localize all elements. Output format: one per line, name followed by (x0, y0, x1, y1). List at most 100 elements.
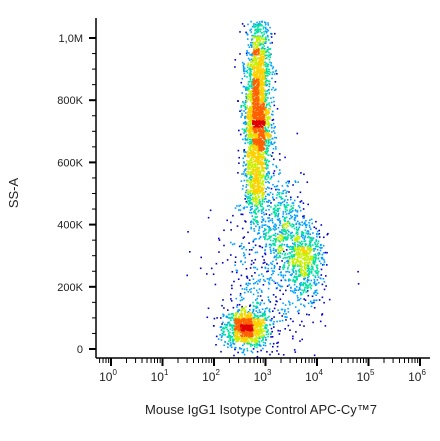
event-point (256, 53, 258, 56)
event-point (287, 222, 290, 224)
event-point (323, 236, 325, 239)
event-point (282, 293, 284, 295)
event-point (309, 283, 311, 286)
event-point (273, 158, 275, 161)
event-point (245, 275, 248, 278)
event-point (259, 110, 261, 112)
event-point (262, 95, 265, 97)
event-point (253, 106, 255, 109)
event-point (242, 344, 244, 347)
event-point (286, 256, 289, 259)
event-point (250, 313, 253, 315)
event-point (246, 88, 249, 91)
event-point (256, 355, 259, 358)
event-point (247, 81, 250, 83)
event-point (284, 274, 287, 277)
event-point (262, 62, 264, 64)
event-point (276, 73, 278, 75)
event-point (244, 173, 247, 175)
event-point (302, 202, 305, 204)
event-point (254, 177, 256, 179)
event-point (260, 116, 262, 119)
event-point (303, 278, 306, 281)
event-point (247, 64, 249, 66)
event-point (247, 322, 249, 324)
event-point (266, 28, 269, 31)
event-point (244, 108, 247, 111)
event-point (274, 209, 276, 211)
event-point (251, 128, 254, 131)
event-point (254, 244, 257, 247)
event-point (259, 127, 261, 129)
event-point (246, 66, 249, 69)
event-point (258, 229, 260, 232)
event-point (266, 57, 268, 59)
event-point (261, 58, 263, 60)
event-point (274, 244, 276, 247)
event-point (253, 111, 256, 113)
event-point (315, 291, 317, 294)
event-point (301, 234, 303, 236)
event-point (248, 331, 250, 333)
event-point (315, 284, 317, 287)
event-point (296, 229, 299, 231)
event-point (241, 340, 244, 343)
event-point (261, 140, 264, 142)
event-point (254, 170, 257, 173)
event-point (269, 229, 272, 232)
event-point (261, 145, 263, 148)
event-point (283, 237, 285, 239)
event-point (266, 50, 269, 53)
event-point (311, 237, 313, 239)
event-point (308, 273, 311, 275)
event-point (254, 89, 256, 91)
event-point (252, 95, 254, 98)
event-point (261, 118, 264, 120)
event-point (250, 221, 252, 223)
event-point (256, 130, 258, 132)
event-point (281, 285, 283, 288)
event-point (273, 280, 275, 283)
event-point (260, 60, 263, 62)
event-point (245, 31, 247, 34)
event-point (267, 24, 269, 26)
event-point (295, 271, 298, 273)
event-point (254, 140, 256, 142)
event-point (252, 325, 255, 328)
event-point (262, 77, 264, 80)
event-point (262, 128, 264, 130)
event-point (252, 51, 255, 53)
event-point (240, 317, 243, 319)
event-point (316, 233, 318, 235)
event-point (249, 322, 252, 325)
event-point (298, 252, 301, 254)
event-point (240, 307, 243, 309)
event-point (264, 162, 267, 165)
event-point (230, 293, 232, 296)
event-point (258, 209, 260, 212)
event-point (309, 251, 311, 254)
event-point (253, 91, 255, 94)
event-point (244, 164, 247, 166)
event-point (294, 265, 296, 267)
event-point (303, 305, 306, 308)
event-point (291, 273, 293, 275)
event-point (245, 341, 248, 343)
event-point (276, 257, 278, 259)
event-point (243, 343, 246, 345)
event-point (234, 318, 237, 320)
event-point (291, 231, 293, 234)
event-point (239, 320, 241, 323)
event-point (218, 239, 221, 241)
event-point (246, 129, 249, 132)
event-point (234, 328, 236, 330)
event-point (271, 279, 274, 281)
event-point (292, 248, 295, 251)
event-point (259, 35, 261, 37)
event-point (248, 85, 251, 88)
event-point (255, 176, 257, 178)
event-point (305, 232, 308, 235)
event-point (296, 251, 298, 254)
event-point (269, 136, 271, 139)
event-point (261, 101, 263, 103)
